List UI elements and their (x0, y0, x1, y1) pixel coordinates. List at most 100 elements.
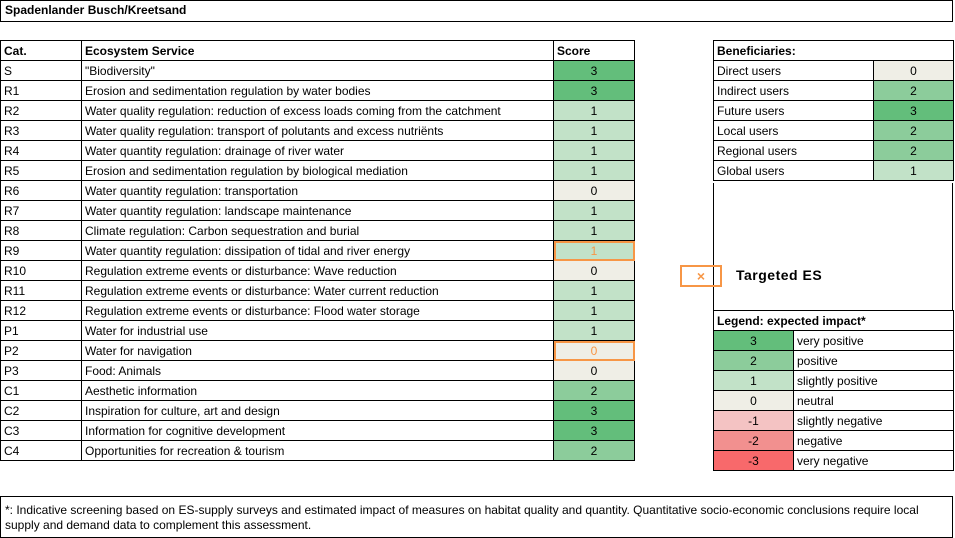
cat-cell: P3 (0, 360, 82, 381)
cat-cell: R11 (0, 280, 82, 301)
score-cell: 1 (553, 220, 635, 241)
table-row: P2 Water for navigation 0 (0, 340, 635, 361)
cat-cell: R3 (0, 120, 82, 141)
cat-cell: R10 (0, 260, 82, 281)
legend-row: -1 slightly negative (713, 410, 954, 431)
beneficiary-label: Direct users (713, 60, 874, 81)
score-cell: 3 (553, 80, 635, 101)
score-cell: 1 (553, 280, 635, 301)
service-cell: Water quantity regulation: dissipation o… (81, 240, 554, 261)
cat-cell: R5 (0, 160, 82, 181)
service-cell: Water quality regulation: transport of p… (81, 120, 554, 141)
service-cell: Regulation extreme events or disturbance… (81, 260, 554, 281)
table-row: R7 Water quantity regulation: landscape m… (0, 200, 635, 221)
score-cell: 3 (553, 400, 635, 421)
score-cell: 0 (553, 360, 635, 381)
score-cell: 0 (553, 260, 635, 281)
score-cell: 3 (553, 60, 635, 81)
table-row: S "Biodiversity" 3 (0, 60, 635, 81)
score-cell: 1 (553, 300, 635, 321)
score-cell: 1 (553, 320, 635, 341)
cat-cell: R1 (0, 80, 82, 101)
table-row: R12 Regulation extreme events or disturba… (0, 300, 635, 321)
score-cell: 2 (553, 440, 635, 461)
beneficiary-score: 1 (872, 160, 955, 181)
legend-label: slightly negative (793, 410, 954, 431)
legend-header-row: Legend: expected impact* (713, 310, 954, 331)
service-cell: Opportunities for recreation & tourism (81, 440, 554, 461)
beneficiary-label: Regional users (713, 140, 874, 161)
beneficiary-label: Indirect users (713, 80, 874, 101)
beneficiary-score: 3 (872, 100, 955, 121)
legend-score: -3 (713, 450, 794, 471)
ecosystem-service-table: Cat. Ecosystem Service Score S "Biodivers… (0, 40, 635, 461)
cat-cell: C3 (0, 420, 82, 441)
beneficiary-score: 2 (872, 140, 955, 161)
service-cell: Water quantity regulation: landscape mai… (81, 200, 554, 221)
header-score: Score (553, 40, 635, 61)
service-cell: Water for navigation (81, 340, 554, 361)
table-row: R9 Water quantity regulation: dissipation… (0, 240, 635, 261)
score-cell: 1 (553, 120, 635, 141)
table-row: R3 Water quality regulation: transport of… (0, 120, 635, 141)
beneficiaries-table: Beneficiaries: Direct users 0 Indirect use… (712, 40, 955, 181)
cat-cell: C2 (0, 400, 82, 421)
cat-cell: C1 (0, 380, 82, 401)
legend-score: -2 (713, 430, 794, 451)
targeted-key-label: Targeted ES (736, 267, 823, 283)
table-header-row: Cat. Ecosystem Service Score (0, 40, 635, 61)
legend-label: very positive (793, 330, 954, 351)
legend-label: positive (793, 350, 954, 371)
service-cell: Water for industrial use (81, 320, 554, 341)
legend-label: negative (793, 430, 954, 451)
score-cell: 0 (553, 340, 635, 361)
beneficiaries-header-row: Beneficiaries: (712, 40, 955, 61)
legend-score: 2 (713, 350, 794, 371)
score-cell: 3 (553, 420, 635, 441)
score-cell: 1 (553, 240, 635, 261)
beneficiary-score: 2 (872, 120, 955, 141)
beneficiary-row: Regional users 2 (713, 140, 955, 161)
table-row: P3 Food: Animals 0 (0, 360, 635, 381)
service-cell: Erosion and sedimentation regulation by … (81, 160, 554, 181)
beneficiary-row: Global users 1 (713, 160, 955, 181)
cat-cell: C4 (0, 440, 82, 461)
cat-cell: R9 (0, 240, 82, 261)
legend-row: -2 negative (713, 430, 954, 451)
table-row: R10 Regulation extreme events or disturba… (0, 260, 635, 281)
legend-row: -3 very negative (713, 450, 954, 471)
legend-score: -1 (713, 410, 794, 431)
beneficiary-label: Future users (713, 100, 874, 121)
service-cell: Food: Animals (81, 360, 554, 381)
beneficiary-label: Global users (713, 160, 874, 181)
beneficiary-row: Future users 3 (713, 100, 955, 121)
score-cell: 1 (553, 200, 635, 221)
table-row: R8 Climate regulation: Carbon sequestrati… (0, 220, 635, 241)
service-cell: Regulation extreme events or disturbance… (81, 280, 554, 301)
service-cell: Erosion and sedimentation regulation by … (81, 80, 554, 101)
legend-row: 1 slightly positive (713, 370, 954, 391)
targeted-key-icon: × (680, 265, 722, 287)
score-cell: 2 (553, 380, 635, 401)
table-row: R11 Regulation extreme events or disturba… (0, 280, 635, 301)
service-cell: Inspiration for culture, art and design (81, 400, 554, 421)
cat-cell: R12 (0, 300, 82, 321)
beneficiary-row: Indirect users 2 (713, 80, 955, 101)
table-row: R1 Erosion and sedimentation regulation b… (0, 80, 635, 101)
legend-header: Legend: expected impact* (713, 310, 954, 331)
legend-score: 3 (713, 330, 794, 351)
score-cell: 1 (553, 100, 635, 121)
cat-cell: R6 (0, 180, 82, 201)
service-cell: Water quality regulation: reduction of e… (81, 100, 554, 121)
legend-table: Legend: expected impact* 3 very positive 2… (713, 310, 954, 471)
service-cell: Water quantity regulation: transportatio… (81, 180, 554, 201)
table-row: R6 Water quantity regulation: transportat… (0, 180, 635, 201)
blank-panel (713, 183, 953, 310)
legend-row: 3 very positive (713, 330, 954, 351)
beneficiary-score: 2 (872, 80, 955, 101)
legend-label: slightly positive (793, 370, 954, 391)
cat-cell: P2 (0, 340, 82, 361)
beneficiary-label: Local users (713, 120, 874, 141)
legend-label: neutral (793, 390, 954, 411)
table-row: R5 Erosion and sedimentation regulation b… (0, 160, 635, 181)
